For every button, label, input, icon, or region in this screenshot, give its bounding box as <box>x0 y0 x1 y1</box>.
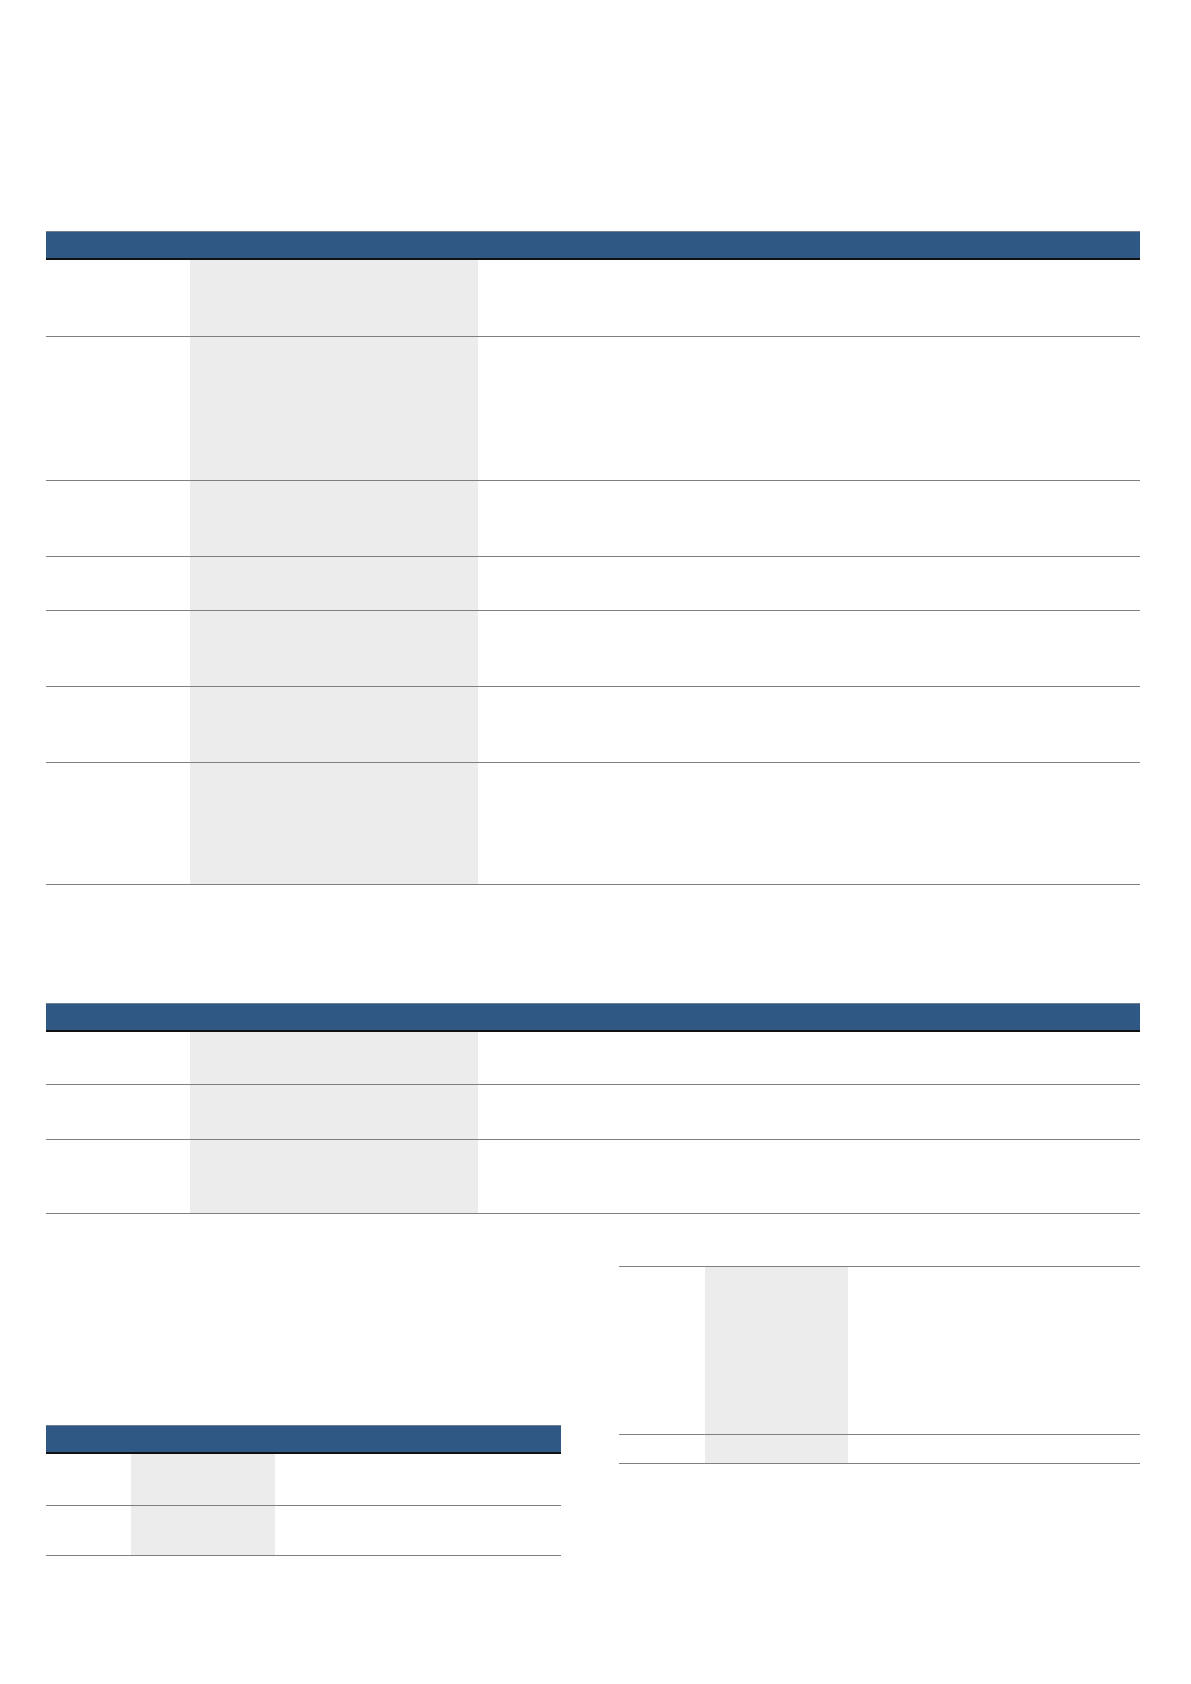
table-row-divider <box>46 762 1140 763</box>
table-row-divider <box>46 686 1140 687</box>
table-1 <box>46 231 1140 885</box>
table-row-divider <box>619 1434 1140 1435</box>
table-2-shaded-column <box>190 1032 478 1213</box>
table-bottom-rule <box>46 1213 1140 1214</box>
table-bottom-rule <box>619 1463 1140 1464</box>
table-row-divider <box>46 336 1140 337</box>
table-4-shaded-column <box>131 1454 275 1555</box>
table-4 <box>46 1425 561 1557</box>
table-row-divider <box>46 1505 561 1506</box>
table-bottom-rule <box>46 1555 561 1556</box>
table-row-divider <box>46 480 1140 481</box>
table-row-divider <box>46 1084 1140 1085</box>
table-3-shaded-column <box>705 1267 848 1463</box>
table-row-divider <box>46 556 1140 557</box>
table-2-header <box>46 1003 1140 1032</box>
table-top-rule <box>619 1266 1140 1267</box>
table-3 <box>619 1266 1140 1465</box>
table-1-header <box>46 231 1140 260</box>
table-2 <box>46 1003 1140 1215</box>
table-1-shaded-column <box>190 260 478 884</box>
table-row-divider <box>46 1139 1140 1140</box>
table-row-divider <box>46 610 1140 611</box>
table-4-header <box>46 1425 561 1454</box>
table-bottom-rule <box>46 884 1140 885</box>
